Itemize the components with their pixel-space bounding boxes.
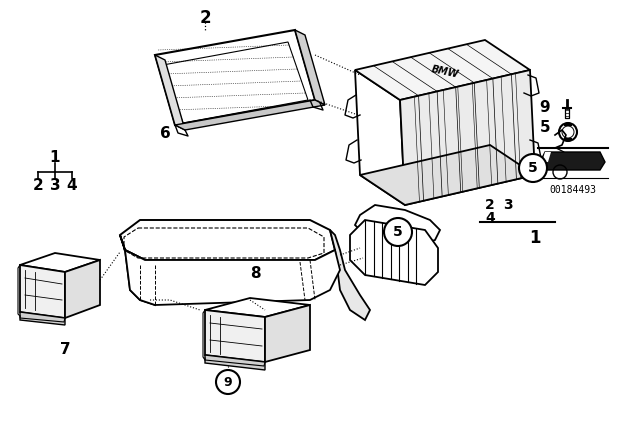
Text: 00184493: 00184493: [550, 185, 596, 195]
Circle shape: [519, 154, 547, 182]
Polygon shape: [265, 305, 310, 362]
Text: 9: 9: [540, 100, 550, 116]
Polygon shape: [360, 145, 535, 205]
Text: 1: 1: [529, 229, 541, 247]
Polygon shape: [120, 220, 335, 260]
Polygon shape: [120, 235, 155, 305]
Polygon shape: [155, 30, 315, 125]
Text: 3: 3: [503, 198, 513, 212]
Text: 8: 8: [250, 266, 260, 280]
Text: 7: 7: [60, 343, 70, 358]
Polygon shape: [400, 70, 535, 205]
Text: 4: 4: [67, 177, 77, 193]
Text: 5: 5: [540, 121, 550, 135]
Polygon shape: [540, 152, 605, 170]
Text: 5: 5: [528, 161, 538, 175]
Text: 9: 9: [224, 375, 232, 388]
Text: 5: 5: [393, 225, 403, 239]
Polygon shape: [175, 100, 325, 130]
Text: 2: 2: [199, 9, 211, 27]
Polygon shape: [20, 265, 65, 318]
Polygon shape: [20, 312, 65, 325]
Polygon shape: [65, 260, 100, 318]
Polygon shape: [125, 250, 340, 305]
Polygon shape: [355, 205, 440, 245]
Polygon shape: [205, 355, 265, 370]
Circle shape: [216, 370, 240, 394]
Text: 1: 1: [50, 151, 60, 165]
Text: 6: 6: [159, 125, 170, 141]
Polygon shape: [20, 253, 100, 272]
Circle shape: [384, 218, 412, 246]
Text: BMW: BMW: [430, 64, 460, 80]
Polygon shape: [330, 230, 370, 320]
Polygon shape: [355, 40, 530, 100]
Polygon shape: [205, 310, 265, 362]
Polygon shape: [350, 220, 438, 285]
Text: 2: 2: [485, 198, 495, 212]
Polygon shape: [542, 152, 551, 162]
Text: 2: 2: [33, 177, 44, 193]
Polygon shape: [155, 55, 185, 130]
Polygon shape: [355, 70, 405, 205]
Text: 4: 4: [485, 211, 495, 225]
Polygon shape: [205, 298, 310, 317]
Text: 3: 3: [50, 177, 60, 193]
Polygon shape: [295, 30, 325, 105]
